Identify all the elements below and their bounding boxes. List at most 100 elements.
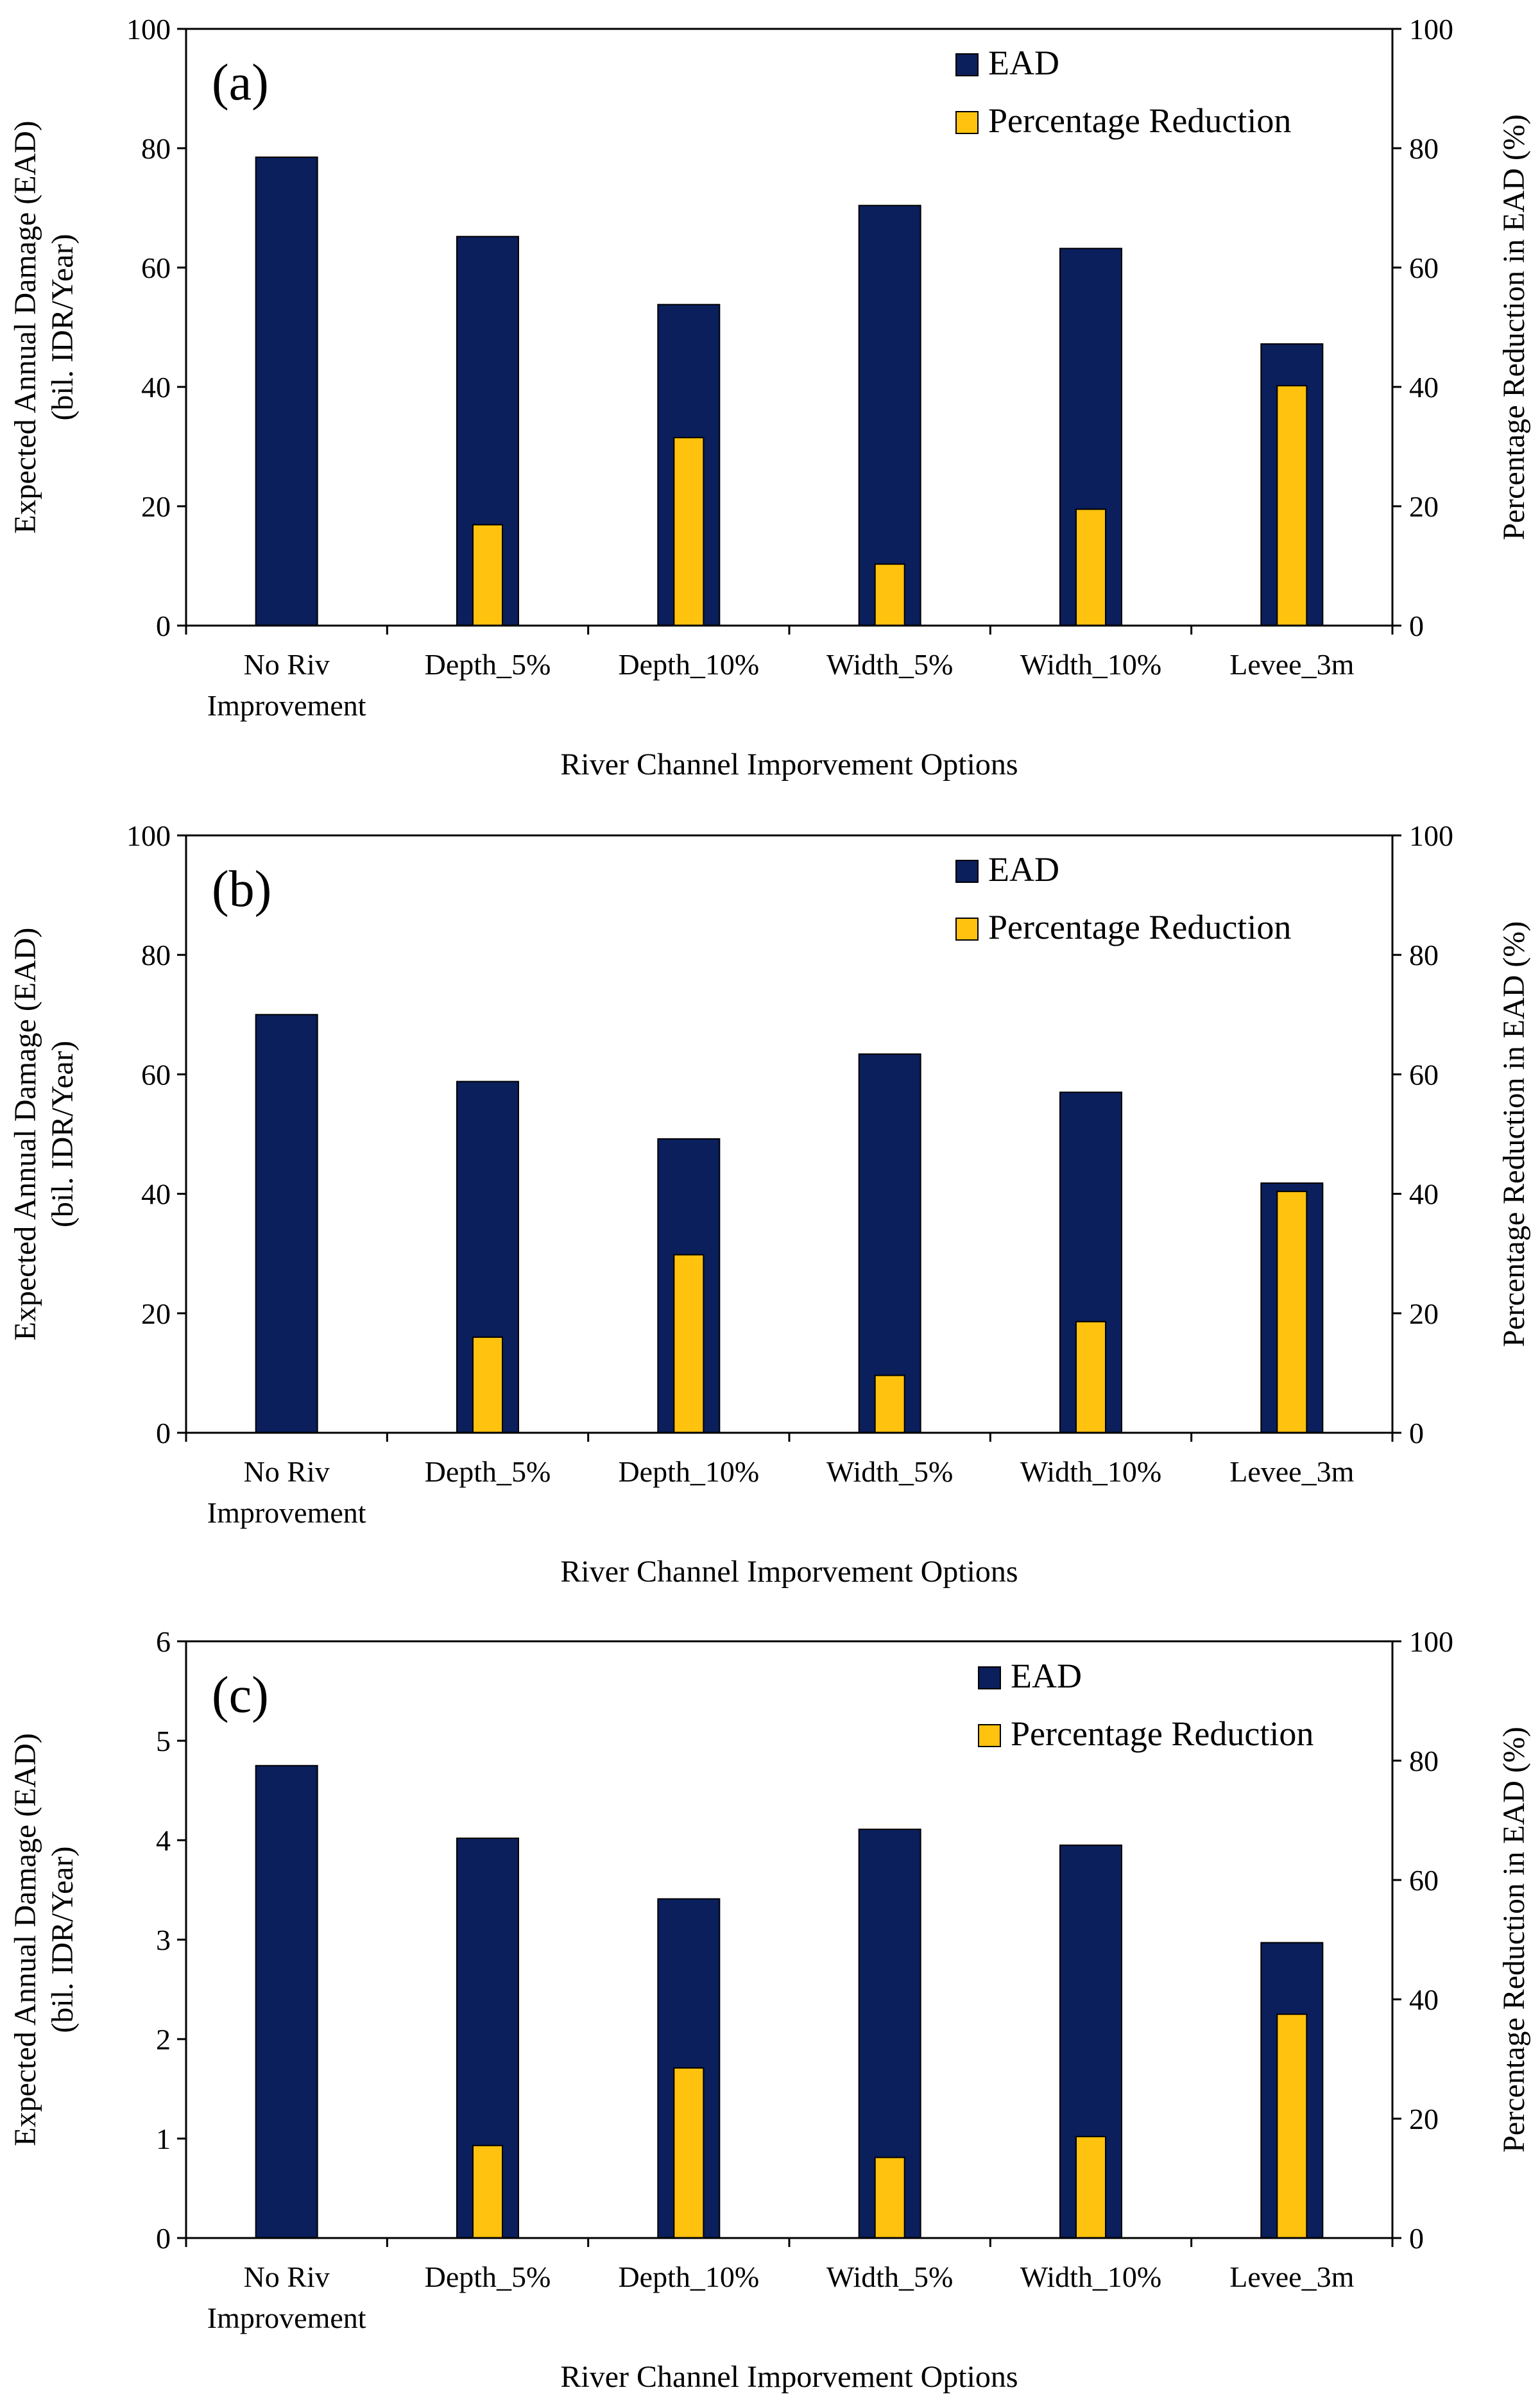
panel-label: (a) [212,55,269,111]
y-axis-title: Expected Annual Damage (EAD) (bil. IDR/Ye… [8,1733,80,2146]
left-tick-label: 5 [156,1725,171,1757]
right-tick-label: 60 [1409,1864,1439,1897]
panel-label: (c) [212,1667,269,1723]
right-tick-label: 100 [1409,13,1453,46]
x-tick-label: Width_5% [826,1455,953,1488]
x-tick-label: Depth_5% [425,648,551,681]
legend-label-ead: EAD [988,850,1059,889]
y-axis-title-line: (bil. IDR/Year) [46,1041,80,1227]
x-tick-label: Improvement [207,689,366,722]
y-axis-title: Expected Annual Damage (EAD) (bil. IDR/Ye… [8,928,80,1341]
legend-swatch-ead [978,1666,1001,1689]
x-tick-label: Levee_3m [1229,2260,1354,2293]
legend-swatch-ead [955,860,979,883]
right-tick-label: 0 [1409,1417,1424,1449]
right-tick-label: 0 [1409,2222,1424,2255]
x-tick-label: Depth_5% [425,1455,551,1488]
right-tick-label: 40 [1409,371,1439,404]
left-tick-label: 0 [156,2222,171,2255]
left-tick-label: 60 [141,1058,171,1091]
left-tick-label: 0 [156,1417,171,1449]
y-axis-title-line: Expected Annual Damage (EAD) [8,121,42,534]
left-tick-label: 6 [156,1625,171,1658]
x-tick-label: Levee_3m [1229,648,1354,681]
y2-axis-title: Percentage Reduction in EAD (%) [1497,114,1531,540]
legend-label-percentage-reduction: Percentage Reduction [988,908,1291,946]
percentage-reduction-bar [1075,1320,1106,1433]
percentage-reduction-bar [472,1337,503,1434]
chart-panel-b: 0 20 40 60 80 100 0 20 40 60 80 100 No Riv Improvemen… [8,819,1531,1589]
ead-bar [255,156,318,626]
left-tick-label: 4 [156,1824,171,1857]
x-tick-label: Depth_10% [618,2260,759,2293]
ead-bar [255,1764,318,2239]
x-tick-label: Depth_10% [618,1455,759,1488]
legend-swatch-percentage-reduction [978,1724,1001,1747]
percentage-reduction-bar [874,563,905,627]
right-tick-label: 60 [1409,1058,1439,1091]
left-tick-label: 1 [156,2123,171,2155]
percentage-reduction-bar [874,1374,905,1434]
left-tick-label: 100 [126,819,171,852]
right-tick-label: 20 [1409,490,1439,523]
y-axis-title-line: (bil. IDR/Year) [46,1846,80,2033]
y-axis-title-line: Expected Annual Damage (EAD) [8,1733,42,2146]
legend-label-percentage-reduction: Percentage Reduction [988,101,1291,140]
ead-bar [858,1053,921,1433]
ead-bar [858,205,921,626]
left-tick-label: 80 [141,132,171,165]
x-tick-label: Improvement [207,2302,366,2334]
left-tick-label: 80 [141,939,171,971]
legend-label-ead: EAD [988,44,1059,82]
left-tick-label: 40 [141,371,171,404]
left-tick-label: 0 [156,610,171,642]
percentage-reduction-bar [673,437,705,626]
percentage-reduction-bar [673,2067,705,2239]
left-tick-label: 100 [126,13,171,46]
x-tick-label: Depth_5% [425,2260,551,2293]
legend-swatch-percentage-reduction [955,918,979,941]
percentage-reduction-bar [472,2144,503,2239]
left-tick-label: 2 [156,2023,171,2056]
x-tick-label: Width_10% [1020,648,1161,681]
left-tick-label: 40 [141,1178,171,1211]
chart-panel-a: 0 20 40 60 80 100 0 20 40 60 80 100 No Riv Improvemen… [8,13,1531,782]
x-tick-label: No Riv [244,2260,330,2293]
ead-bar [255,1014,318,1434]
right-tick-label: 40 [1409,1178,1439,1211]
percentage-reduction-bar [874,2157,905,2239]
x-tick-label: Depth_10% [618,648,759,681]
x-axis-title: River Channel Imporvement Options [560,2360,1018,2394]
legend-label-percentage-reduction: Percentage Reduction [1011,1714,1313,1753]
percentage-reduction-bar [472,524,503,627]
right-tick-label: 20 [1409,1297,1439,1330]
x-axis-title: River Channel Imporvement Options [560,1555,1018,1589]
x-tick-label: Width_10% [1020,1455,1161,1488]
left-tick-label: 20 [141,490,171,523]
x-axis-title: River Channel Imporvement Options [560,748,1018,782]
percentage-reduction-bar [1075,2135,1106,2239]
ead-bar [1059,248,1122,626]
percentage-reduction-bar [1276,2013,1308,2239]
percentage-reduction-bar [1276,1190,1308,1433]
y2-axis-title: Percentage Reduction in EAD (%) [1497,921,1531,1347]
percentage-reduction-bar [1276,385,1308,626]
x-tick-label: Levee_3m [1229,1455,1354,1488]
x-tick-label: Width_5% [826,648,953,681]
x-tick-label: Width_10% [1020,2260,1161,2293]
right-tick-label: 100 [1409,819,1453,852]
y-axis-title-line: (bil. IDR/Year) [46,234,80,420]
legend-swatch-ead [955,53,979,76]
x-tick-label: Improvement [207,1496,366,1529]
left-tick-label: 20 [141,1297,171,1330]
left-tick-label: 3 [156,1924,171,1956]
right-tick-label: 60 [1409,252,1439,284]
x-tick-label: Width_5% [826,2260,953,2293]
x-tick-label: No Riv [244,648,330,681]
y-axis-title: Expected Annual Damage (EAD) (bil. IDR/Ye… [8,121,80,534]
right-tick-label: 20 [1409,2103,1439,2135]
panel-label: (b) [212,861,271,918]
right-tick-label: 100 [1409,1625,1453,1658]
